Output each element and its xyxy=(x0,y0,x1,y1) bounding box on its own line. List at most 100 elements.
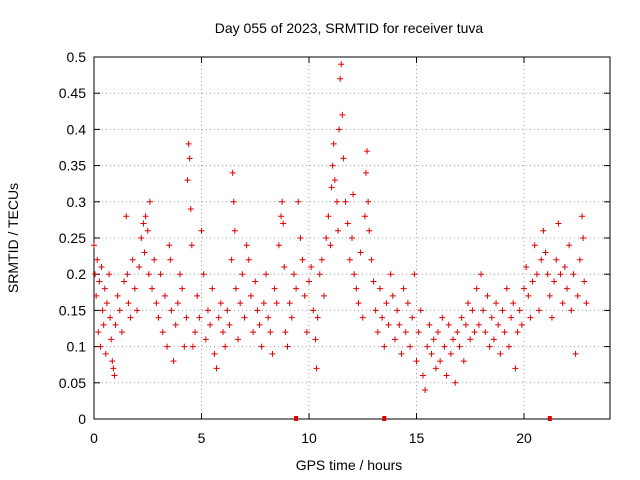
data-point xyxy=(306,278,312,285)
data-point xyxy=(185,140,192,147)
y-tick-label: 0.2 xyxy=(67,266,87,282)
data-point xyxy=(512,365,519,372)
data-point xyxy=(561,263,568,270)
data-point xyxy=(475,321,482,328)
data-point xyxy=(112,321,119,328)
data-point xyxy=(263,271,269,278)
x-tick-label: 20 xyxy=(516,430,532,446)
data-point xyxy=(462,321,469,328)
data-point xyxy=(207,321,214,328)
data-point xyxy=(484,292,491,299)
data-point xyxy=(372,307,379,314)
data-point xyxy=(247,292,254,299)
data-point xyxy=(222,343,229,350)
data-point xyxy=(297,235,304,241)
data-point xyxy=(99,307,106,314)
data-point xyxy=(329,162,336,169)
data-point xyxy=(318,256,325,263)
data-point xyxy=(368,256,375,263)
data-point xyxy=(209,285,216,292)
data-point xyxy=(101,285,108,292)
data-point xyxy=(469,307,476,314)
data-point xyxy=(121,278,128,285)
zero-marker xyxy=(547,416,552,421)
data-point xyxy=(572,350,579,357)
data-point xyxy=(118,329,125,336)
chart-title: Day 055 of 2023, SRMTID for receiver tuv… xyxy=(215,20,484,36)
data-point xyxy=(452,379,459,386)
zero-marker xyxy=(294,416,299,421)
data-point xyxy=(566,242,573,249)
data-point xyxy=(94,256,101,263)
data-point xyxy=(351,271,358,278)
data-point xyxy=(495,321,502,328)
data-point xyxy=(134,307,140,314)
data-point xyxy=(220,329,226,336)
data-point xyxy=(404,300,411,307)
data-point xyxy=(278,213,285,220)
data-point xyxy=(114,292,121,299)
data-point xyxy=(177,271,183,278)
data-point xyxy=(523,263,530,270)
data-point xyxy=(183,314,190,321)
data-point xyxy=(313,365,320,372)
data-point xyxy=(400,285,407,292)
data-point xyxy=(389,292,396,299)
data-point xyxy=(301,292,308,299)
data-point xyxy=(544,271,551,278)
data-point xyxy=(166,242,173,249)
data-point xyxy=(275,242,282,249)
data-point xyxy=(357,249,364,256)
data-point xyxy=(290,271,297,278)
data-point xyxy=(362,169,369,176)
data-point xyxy=(435,329,441,336)
data-point xyxy=(314,314,321,321)
zero-marker xyxy=(382,416,387,421)
data-point xyxy=(396,321,403,328)
data-point xyxy=(581,278,588,285)
x-tick-label: 5 xyxy=(198,430,206,446)
data-point xyxy=(155,314,162,321)
data-point xyxy=(536,307,543,314)
x-tick-label: 0 xyxy=(90,430,98,446)
data-point xyxy=(110,365,117,372)
data-point xyxy=(450,336,457,343)
data-point xyxy=(316,271,323,278)
data-point xyxy=(458,314,465,321)
data-point xyxy=(256,321,263,328)
data-point xyxy=(271,285,278,292)
data-point xyxy=(407,343,414,350)
data-point xyxy=(102,350,109,357)
grid-lines xyxy=(94,57,610,419)
data-point xyxy=(172,321,179,328)
data-point xyxy=(432,365,439,372)
data-point xyxy=(422,387,429,394)
data-point xyxy=(231,227,238,234)
y-tick-label: 0.5 xyxy=(67,49,87,65)
x-tick-label: 10 xyxy=(301,430,317,446)
data-point xyxy=(138,235,145,241)
data-point xyxy=(385,321,392,328)
data-point xyxy=(230,198,237,205)
data-point xyxy=(200,271,207,278)
data-point xyxy=(100,321,107,328)
data-point xyxy=(111,372,118,379)
data-point xyxy=(141,249,148,256)
data-point xyxy=(340,155,347,162)
data-point xyxy=(280,220,287,227)
y-tick-label: 0.1 xyxy=(67,339,87,355)
data-point xyxy=(328,184,335,191)
y-tick-label: 0.15 xyxy=(59,302,86,318)
data-point xyxy=(488,314,495,321)
data-point xyxy=(284,343,291,350)
data-point xyxy=(482,329,489,336)
data-point xyxy=(525,292,532,299)
data-point xyxy=(269,350,276,357)
data-point xyxy=(198,227,205,234)
data-point xyxy=(228,256,235,263)
data-point xyxy=(308,263,315,270)
data-point xyxy=(555,220,562,227)
data-point xyxy=(98,263,105,270)
y-tick-label: 0 xyxy=(78,411,86,427)
